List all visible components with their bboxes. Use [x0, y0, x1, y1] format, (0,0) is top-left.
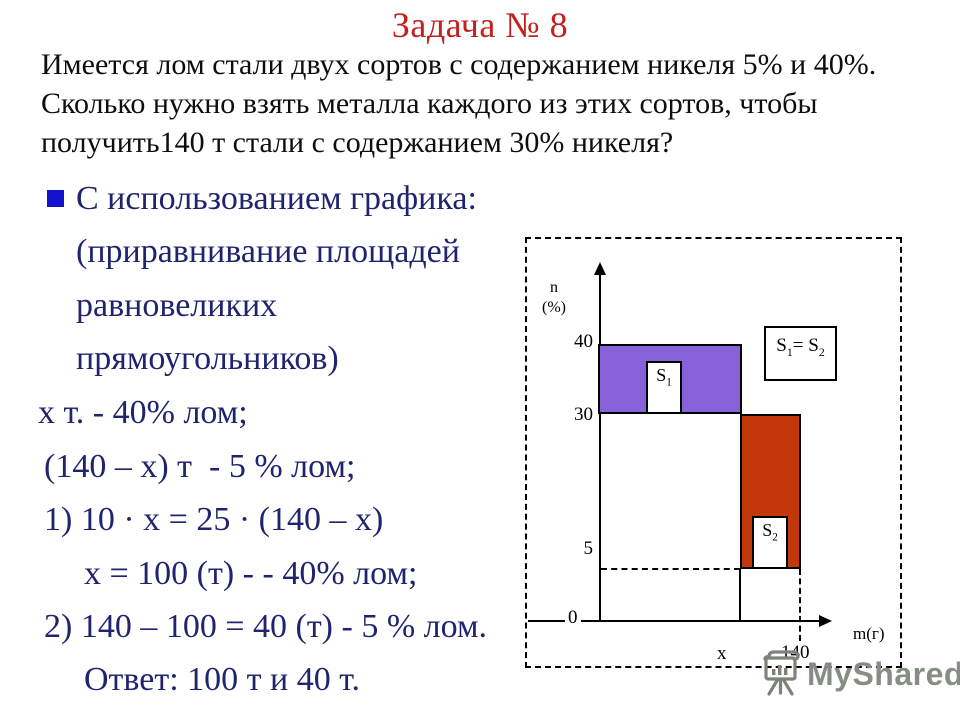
watermark-text: MyShared: [807, 656, 960, 692]
y-axis-line: [599, 275, 601, 622]
y-axis-arrowhead-icon: [594, 262, 606, 275]
x-axis-line: [528, 620, 820, 622]
y-tick-0: 0: [565, 607, 581, 629]
solution-answer-line: Ответ: 100 т и 40 т.: [84, 661, 361, 698]
solution-line: 2) 140 – 100 = 40 (т) - 5 % лом.: [44, 608, 487, 645]
x-axis-arrowhead-icon: [819, 615, 832, 627]
myshared-logo-icon: [763, 650, 800, 696]
watermark: MyShared: [760, 649, 960, 699]
s1-label-box: S1: [646, 361, 682, 414]
solution-line: прямоугольников): [76, 340, 339, 377]
bullet-square-icon: [47, 190, 64, 207]
solution-line: (140 – х) т - 5 % лом;: [44, 448, 356, 485]
page-title: Задача № 8: [391, 5, 569, 45]
solution-line: 1) 10 · х = 25 · (140 – х): [44, 501, 384, 538]
x-axis-label: m(г): [853, 624, 885, 643]
y-tick-40: 40: [574, 331, 593, 352]
problem-line-3: получить140 т стали с содержанием 30% ни…: [41, 126, 674, 159]
s1-equals-s2-label: S1= S2: [776, 335, 825, 359]
solution-line: х т. - 40% лом;: [38, 394, 248, 431]
problem-line-2: Сколько нужно взять металла каждого из э…: [41, 87, 818, 120]
problem-line-1: Имеется лом стали двух сортов с содержан…: [41, 48, 877, 81]
y-tick-5: 5: [583, 538, 594, 559]
x-position-solid-line: [739, 569, 741, 622]
solution-line: равновеликих: [76, 287, 278, 324]
y-tick-30: 30: [574, 404, 593, 425]
position-140-dashed-line: [799, 569, 801, 641]
x-tick-x: х: [717, 643, 727, 664]
s1-equals-s2-box: S1= S2: [764, 326, 837, 381]
y-axis-label: n (%): [533, 278, 575, 318]
y-axis-name: n: [550, 279, 558, 296]
solution-line: х = 100 (т) - - 40% лом;: [84, 555, 418, 592]
y-axis-unit: (%): [542, 299, 566, 316]
s2-label: S2: [762, 520, 778, 544]
graph-panel: n (%) m(г) 40 30 5 0 х 140 S1 S2 S1= S2: [525, 237, 902, 668]
level-5-dashed-line: [601, 568, 740, 570]
solution-line: (приравнивание площадей: [76, 233, 460, 270]
s2-label-box: S2: [752, 516, 788, 569]
solution-bullet-line: С использованием графика:: [76, 180, 477, 217]
s1-label: S1: [656, 365, 672, 389]
